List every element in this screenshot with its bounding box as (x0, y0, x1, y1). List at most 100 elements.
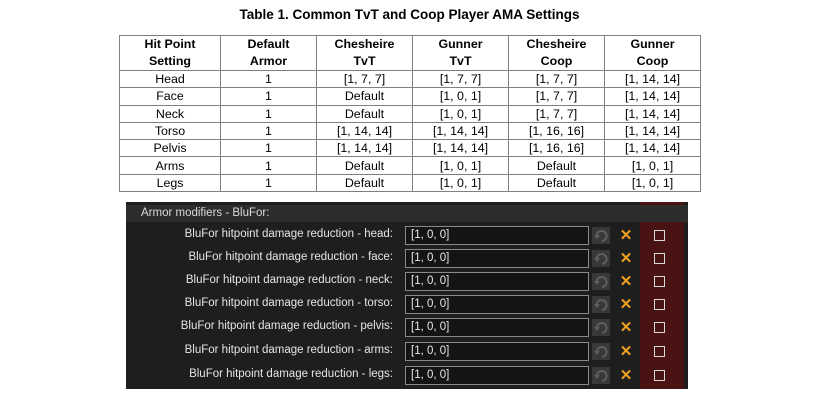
table-cell: [1, 7, 7] (412, 69, 509, 89)
setting-label: BluFor hitpoint damage reduction - pelvi… (180, 320, 393, 332)
table-cell: [1, 14, 14] (316, 139, 413, 158)
clear-x-icon[interactable]: ✕ (619, 273, 633, 290)
clear-x-icon[interactable]: ✕ (619, 367, 633, 384)
table-cell: Default (316, 156, 413, 175)
table-cell: Face (119, 87, 221, 106)
col-header-chesheire-tvt: Chesheire TvT (316, 35, 413, 71)
table-row: Pelvis 1 [1, 14, 14] [1, 14, 14] [1, 16,… (119, 139, 701, 158)
table-cell: [1, 7, 7] (316, 69, 413, 89)
col-header-hit-point: Hit Point Setting (119, 35, 221, 71)
setting-row-torso: BluFor hitpoint damage reduction - torso… (126, 295, 688, 314)
checkbox-icon[interactable] (654, 299, 665, 310)
table-cell: Default (316, 173, 413, 193)
setting-label: BluFor hitpoint damage reduction - arms: (184, 344, 393, 356)
value-field-pelvis[interactable]: [1, 0, 0] (405, 318, 589, 337)
table-cell: 1 (220, 69, 317, 89)
setting-row-arms: BluFor hitpoint damage reduction - arms:… (126, 342, 688, 361)
checkbox-icon[interactable] (654, 322, 665, 333)
table-cell: [1, 0, 1] (412, 173, 509, 193)
table-cell: 1 (220, 87, 317, 106)
reset-icon (594, 253, 608, 265)
reset-icon (594, 276, 608, 288)
setting-label: BluFor hitpoint damage reduction - torso… (184, 297, 393, 309)
setting-label: BluFor hitpoint damage reduction - neck: (185, 274, 393, 286)
setting-label: BluFor hitpoint damage reduction - legs: (189, 368, 393, 380)
table-cell: Default (508, 173, 605, 193)
checkbox-icon[interactable] (654, 230, 665, 241)
reset-button[interactable] (592, 273, 610, 290)
checkbox-icon[interactable] (654, 253, 665, 264)
clear-x-icon[interactable]: ✕ (619, 296, 633, 313)
table-row: Neck 1 Default [1, 0, 1] [1, 7, 7] [1, 1… (119, 104, 701, 123)
reset-icon (594, 370, 608, 382)
setting-row-head: BluFor hitpoint damage reduction - head:… (126, 226, 688, 245)
col-header-gunner-coop: Gunner Coop (604, 35, 701, 71)
table-row: Torso 1 [1, 14, 14] [1, 14, 14] [1, 16, … (119, 121, 701, 141)
table-cell: Arms (119, 156, 221, 175)
col-header-gunner-tvt: Gunner TvT (412, 35, 509, 71)
table-row: Head 1 [1, 7, 7] [1, 7, 7] [1, 7, 7] [1,… (119, 69, 701, 89)
clear-x-icon[interactable]: ✕ (619, 319, 633, 336)
table-cell: [1, 14, 14] (604, 69, 701, 89)
table-row: Face 1 Default [1, 0, 1] [1, 7, 7] [1, 1… (119, 87, 701, 106)
reset-button[interactable] (592, 319, 610, 336)
checkbox-icon[interactable] (654, 346, 665, 357)
reset-icon (594, 230, 608, 242)
table-header-row: Hit Point Setting Default Armor Chesheire T… (119, 35, 701, 71)
table-row: Arms 1 Default [1, 0, 1] Default [1, 0, … (119, 156, 701, 175)
table-cell: [1, 0, 1] (412, 104, 509, 123)
setting-label: BluFor hitpoint damage reduction - face: (188, 251, 393, 263)
override-column-highlight (640, 202, 684, 389)
table-cell: [1, 0, 1] (412, 87, 509, 106)
table-cell: [1, 0, 1] (412, 156, 509, 175)
table-cell: [1, 16, 16] (508, 121, 605, 141)
reset-icon (594, 299, 608, 311)
table-cell: Head (119, 69, 221, 89)
armor-modifiers-panel: Armor modifiers - BluFor: BluFor hitpoin… (126, 202, 688, 389)
value-field-head[interactable]: [1, 0, 0] (405, 226, 589, 245)
reset-button[interactable] (592, 227, 610, 244)
reset-button[interactable] (592, 367, 610, 384)
table-cell: [1, 14, 14] (412, 121, 509, 141)
table-cell: Default (316, 104, 413, 123)
table-cell: Torso (119, 121, 221, 141)
checkbox-icon[interactable] (654, 370, 665, 381)
reset-button[interactable] (592, 250, 610, 267)
table-cell: [1, 14, 14] (604, 139, 701, 158)
clear-x-icon[interactable]: ✕ (619, 343, 633, 360)
value-field-arms[interactable]: [1, 0, 0] (405, 342, 589, 361)
table-cell: 1 (220, 121, 317, 141)
panel-title: Armor modifiers - BluFor: (141, 207, 270, 219)
setting-row-pelvis: BluFor hitpoint damage reduction - pelvi… (126, 318, 688, 337)
table-cell: 1 (220, 156, 317, 175)
table-row: Legs 1 Default [1, 0, 1] Default [1, 0, … (119, 173, 701, 193)
table-cell: [1, 14, 14] (604, 87, 701, 106)
table-cell: [1, 16, 16] (508, 139, 605, 158)
panel-header (126, 205, 688, 222)
checkbox-icon[interactable] (654, 276, 665, 287)
setting-row-legs: BluFor hitpoint damage reduction - legs:… (126, 366, 688, 385)
reset-icon (594, 322, 608, 334)
table-cell: [1, 7, 7] (508, 87, 605, 106)
col-header-default-armor: Default Armor (220, 35, 317, 71)
table-cell: [1, 7, 7] (508, 69, 605, 89)
table-cell: Pelvis (119, 139, 221, 158)
clear-x-icon[interactable]: ✕ (619, 250, 633, 267)
setting-label: BluFor hitpoint damage reduction - head: (184, 228, 393, 240)
value-field-torso[interactable]: [1, 0, 0] (405, 295, 589, 314)
setting-row-face: BluFor hitpoint damage reduction - face:… (126, 249, 688, 268)
value-field-neck[interactable]: [1, 0, 0] (405, 272, 589, 291)
table-cell: 1 (220, 173, 317, 193)
reset-button[interactable] (592, 343, 610, 360)
value-field-legs[interactable]: [1, 0, 0] (405, 366, 589, 385)
table-caption: Table 1. Common TvT and Coop Player AMA … (239, 7, 580, 22)
table-cell: [1, 14, 14] (604, 121, 701, 141)
col-header-chesheire-coop: Chesheire Coop (508, 35, 605, 71)
clear-x-icon[interactable]: ✕ (619, 227, 633, 244)
table-cell: 1 (220, 104, 317, 123)
reset-icon (594, 346, 608, 358)
reset-button[interactable] (592, 296, 610, 313)
value-field-face[interactable]: [1, 0, 0] (405, 249, 589, 268)
table-cell: Legs (119, 173, 221, 193)
table-cell: [1, 14, 14] (412, 139, 509, 158)
